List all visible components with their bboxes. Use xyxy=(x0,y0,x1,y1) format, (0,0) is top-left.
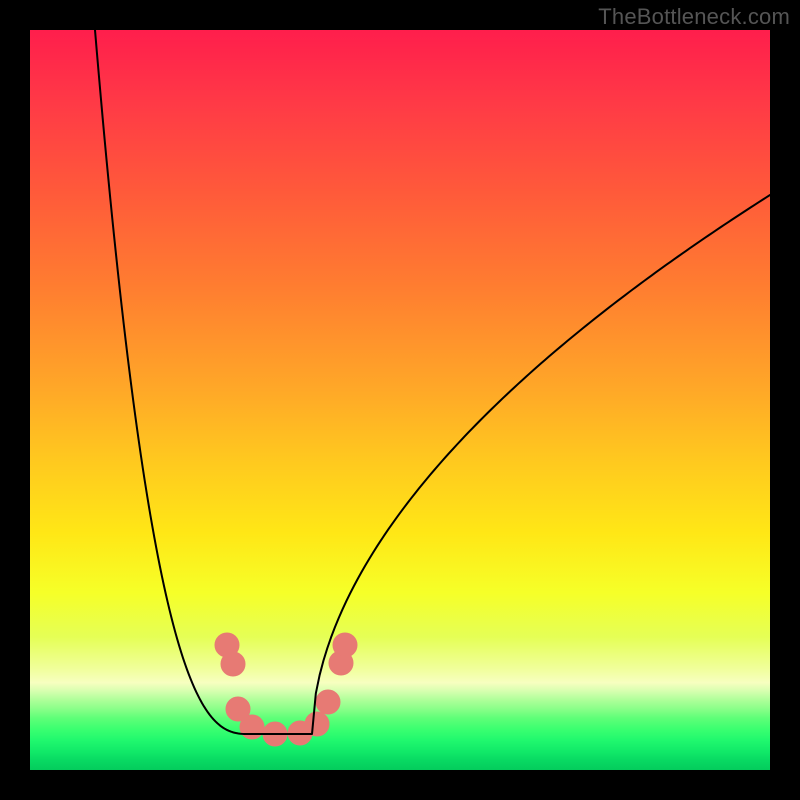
data-marker xyxy=(305,712,329,736)
bottleneck-chart xyxy=(0,0,800,800)
data-marker xyxy=(221,652,245,676)
data-marker xyxy=(333,633,357,657)
chart-container: TheBottleneck.com xyxy=(0,0,800,800)
data-marker xyxy=(240,715,264,739)
plot-background xyxy=(30,30,770,770)
data-marker xyxy=(316,690,340,714)
